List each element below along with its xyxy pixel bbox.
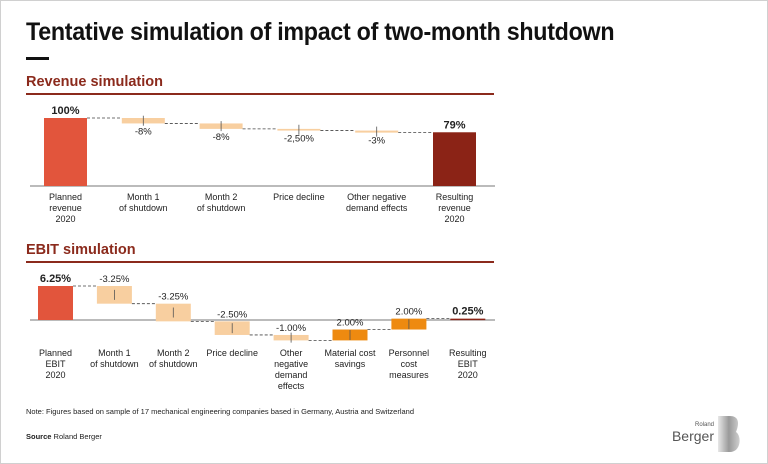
category-label-7: Personnel: [389, 348, 430, 358]
category-label-6: Material cost: [324, 348, 376, 358]
category-label-7: cost: [401, 359, 418, 369]
category-label-1: Planned: [49, 192, 82, 202]
category-label-6: savings: [335, 359, 366, 369]
category-label-5: negative: [274, 359, 308, 369]
category-label-5: Other negative: [347, 192, 406, 202]
data-label-5: -3%: [368, 136, 385, 147]
data-label-1: 100%: [51, 105, 79, 117]
bar-1: [44, 118, 87, 186]
category-label-2: Month 1: [127, 192, 160, 202]
data-label-2: -8%: [135, 126, 152, 137]
category-label-7: measures: [389, 370, 429, 380]
category-label-3: of shutdown: [149, 359, 198, 369]
category-label-8: EBIT: [458, 359, 479, 369]
category-label-6: revenue: [438, 203, 471, 213]
logo-b-mark-icon: [718, 416, 740, 452]
data-label-8: 0.25%: [452, 306, 483, 318]
source-value: Roland Berger: [53, 432, 102, 441]
category-label-8: 2020: [458, 370, 478, 380]
footnote: Note: Figures based on sample of 17 mech…: [26, 407, 414, 416]
data-label-3: -8%: [213, 132, 230, 143]
category-label-1: 2020: [45, 370, 65, 380]
source-label: Source: [26, 432, 52, 441]
category-label-5: demand: [275, 370, 308, 380]
logo-berger-text: Berger: [671, 428, 714, 444]
data-label-2: -3.25%: [99, 274, 130, 285]
logo-roland-text: Roland: [694, 422, 714, 428]
bar-6: [433, 132, 476, 186]
category-label-8: Resulting: [449, 348, 487, 358]
data-label-5: -1.00%: [276, 323, 307, 334]
ebit-section-title: EBIT simulation: [26, 242, 136, 258]
roland-berger-logo: Roland Berger: [672, 416, 744, 452]
category-label-1: EBIT: [45, 359, 66, 369]
data-label-4: -2,50%: [284, 134, 315, 145]
category-label-5: demand effects: [346, 203, 408, 213]
bar-8: [450, 318, 486, 321]
category-label-3: Month 2: [157, 348, 190, 358]
category-label-2: Month 1: [98, 348, 131, 358]
page-title: Tentative simulation of impact of two-mo…: [26, 18, 615, 46]
category-label-5: effects: [278, 381, 305, 391]
data-label-4: -2.50%: [217, 309, 248, 320]
data-label-3: -3.25%: [158, 292, 189, 303]
ebit-section-rule: [26, 261, 494, 263]
category-label-4: Price decline: [273, 192, 325, 202]
bar-1: [38, 286, 73, 320]
category-label-1: Planned: [39, 348, 72, 358]
source-line: Source Roland Berger: [26, 432, 102, 441]
data-label-1: 6.25%: [40, 273, 71, 285]
category-label-3: Month 2: [205, 192, 238, 202]
category-label-2: of shutdown: [90, 359, 139, 369]
category-label-5: Other: [280, 348, 303, 358]
data-label-6: 2.00%: [337, 318, 364, 329]
revenue-section-title: Revenue simulation: [26, 74, 163, 90]
category-label-4: Price decline: [206, 348, 258, 358]
revenue-section-rule: [26, 93, 494, 95]
data-label-7: 2.00%: [395, 307, 422, 318]
data-label-6: 79%: [443, 119, 465, 131]
category-label-2: of shutdown: [119, 203, 168, 213]
title-underline: [26, 57, 49, 60]
category-label-1: revenue: [49, 203, 82, 213]
category-label-6: Resulting: [436, 192, 474, 202]
category-label-1: 2020: [55, 214, 75, 224]
category-label-3: of shutdown: [197, 203, 246, 213]
category-label-6: 2020: [444, 214, 464, 224]
